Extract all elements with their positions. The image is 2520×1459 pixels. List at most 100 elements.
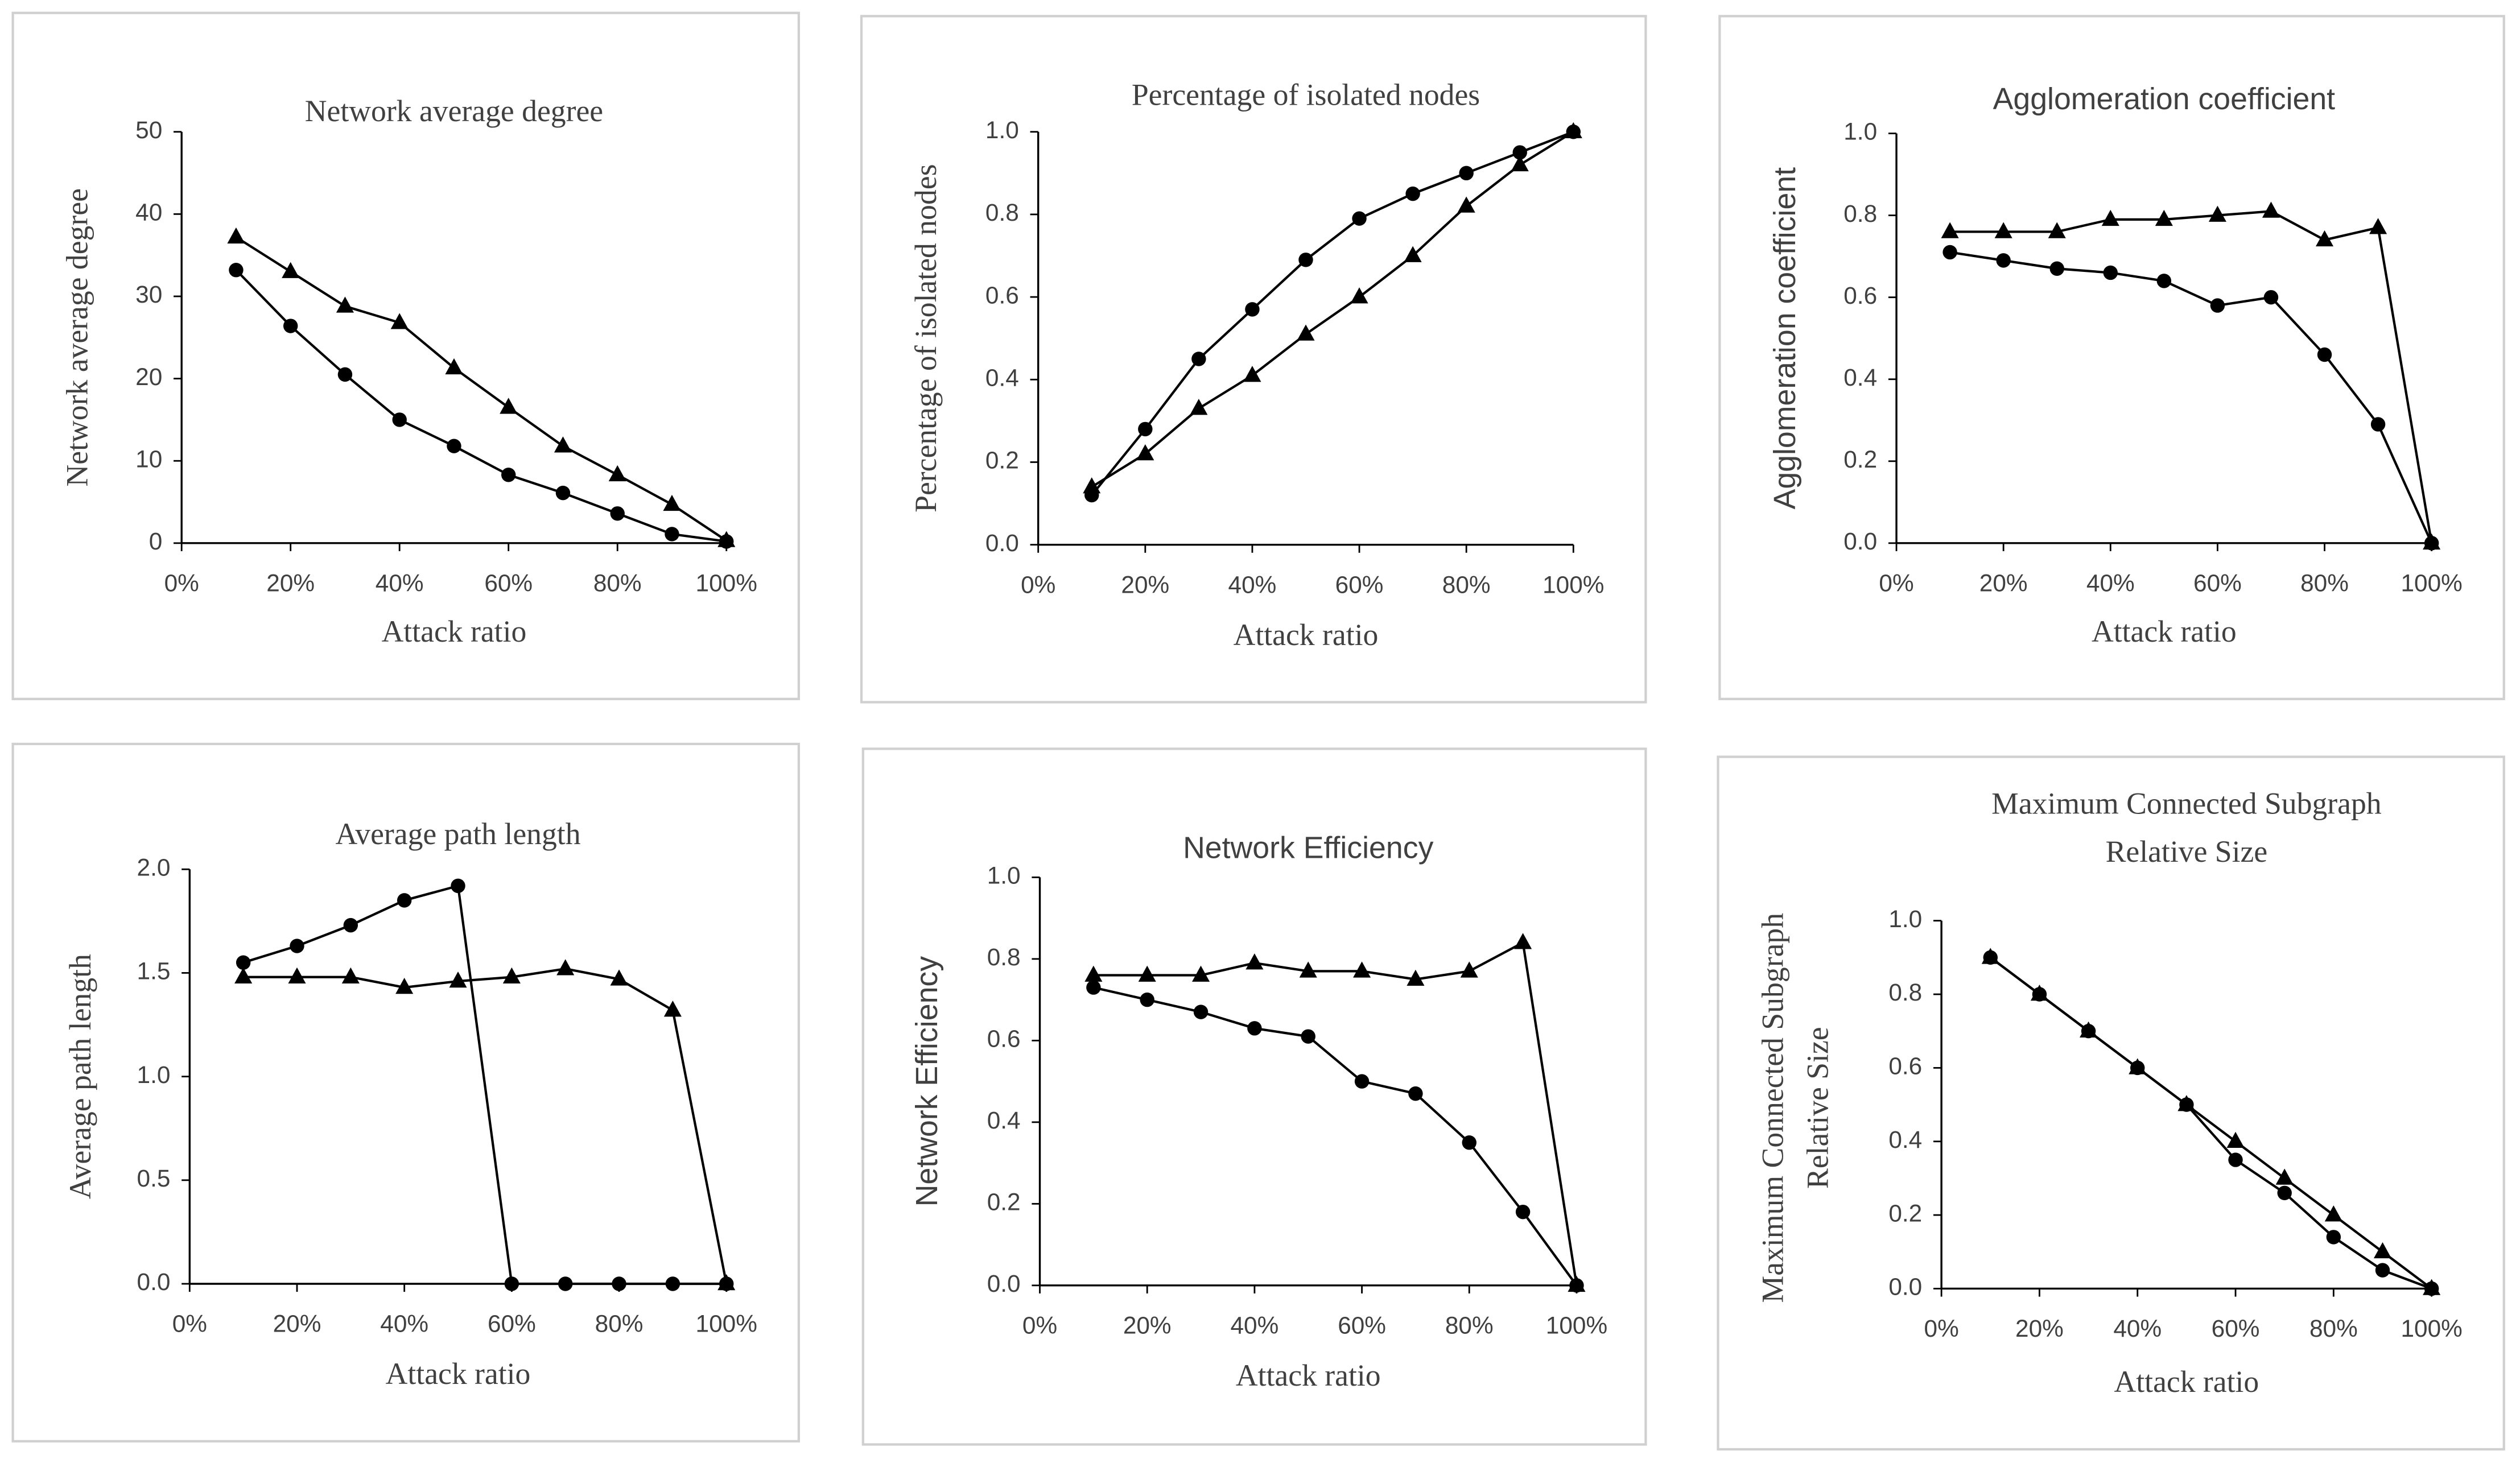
marker-circle xyxy=(1515,1204,1531,1220)
series-line xyxy=(1950,210,2433,544)
x-tick-label: 40% xyxy=(1228,571,1277,598)
y-tick-label: 0.4 xyxy=(1843,364,1877,391)
chart-title: Agglomeration coefficient xyxy=(1993,82,2336,116)
y-tick-label: 0.8 xyxy=(1888,979,1922,1006)
chart-title: Maximum Connected Subgraph xyxy=(1991,786,2382,820)
x-tick-label: 80% xyxy=(2309,1315,2358,1342)
marker-triangle xyxy=(445,358,463,375)
marker-circle xyxy=(397,893,412,908)
y-tick-label: 0.8 xyxy=(987,944,1021,970)
marker-circle xyxy=(1983,950,1998,965)
y-tick-label: 0.5 xyxy=(137,1165,171,1192)
y-tick-label: 10 xyxy=(135,445,162,472)
x-tick-label: 60% xyxy=(484,569,533,596)
marker-circle xyxy=(2277,1185,2292,1200)
y-tick-label: 1.0 xyxy=(137,1061,171,1088)
marker-triangle xyxy=(2275,1168,2294,1185)
x-axis-label: Attack ratio xyxy=(2114,1365,2259,1399)
marker-circle xyxy=(2081,1023,2096,1039)
marker-circle xyxy=(1352,211,1367,226)
marker-triangle xyxy=(663,1001,682,1017)
chart-panel: Maximum Connected Subgraph Relative Size A… xyxy=(1717,755,2505,1451)
y-tick-label: 0.0 xyxy=(987,1270,1021,1297)
panel-border xyxy=(11,11,800,700)
x-tick-label: 100% xyxy=(1542,571,1604,598)
marker-triangle xyxy=(1460,961,1478,978)
y-tick-label: 0.2 xyxy=(1843,446,1877,473)
marker-triangle xyxy=(608,465,626,482)
marker-triangle xyxy=(288,967,306,984)
marker-triangle xyxy=(1941,222,1959,238)
marker-circle xyxy=(1462,1135,1476,1150)
x-tick-label: 40% xyxy=(380,1311,428,1337)
y-tick-label: 20 xyxy=(135,363,162,390)
chart-panel: Average path length Attack ratio Average p… xyxy=(11,742,800,1443)
x-tick-label: 100% xyxy=(2401,1315,2462,1342)
marker-triangle xyxy=(1564,122,1582,139)
marker-triangle xyxy=(1190,399,1208,415)
marker-triangle xyxy=(500,398,518,414)
marker-circle xyxy=(555,485,571,501)
marker-circle xyxy=(2156,274,2172,288)
y-axis-label: Relative Size xyxy=(1801,1027,1835,1189)
marker-circle xyxy=(504,1276,519,1291)
marker-circle xyxy=(1354,1074,1370,1089)
y-tick-label: 1.0 xyxy=(1888,906,1922,932)
marker-triangle xyxy=(390,313,409,329)
marker-circle xyxy=(447,439,461,453)
marker-circle xyxy=(451,878,465,894)
marker-triangle xyxy=(2226,1131,2245,1148)
marker-triangle xyxy=(395,977,414,994)
x-axis-label: Attack ratio xyxy=(2092,614,2237,648)
marker-circle xyxy=(1301,1029,1315,1044)
x-tick-label: 20% xyxy=(1123,1312,1172,1338)
marker-circle xyxy=(2317,347,2332,362)
x-tick-label: 100% xyxy=(1546,1312,1607,1338)
y-tick-label: 0.6 xyxy=(1843,282,1877,309)
y-tick-label: 0.4 xyxy=(1888,1126,1922,1153)
y-tick-label: 0.4 xyxy=(987,1107,1021,1134)
marker-circle xyxy=(665,527,679,542)
marker-circle xyxy=(1942,245,1957,260)
marker-triangle xyxy=(556,959,575,976)
y-tick-label: 0.2 xyxy=(987,1189,1021,1216)
marker-circle xyxy=(1193,1005,1209,1019)
y-tick-label: 1.0 xyxy=(987,862,1021,889)
marker-triangle xyxy=(341,967,360,984)
chart-panel: Network average degree Attack ratio Networ… xyxy=(11,11,800,700)
chart-title: Network Efficiency xyxy=(1183,831,1434,865)
x-tick-label: 80% xyxy=(595,1311,644,1337)
marker-circle xyxy=(2049,261,2064,276)
y-tick-label: 1.0 xyxy=(985,117,1019,143)
marker-circle xyxy=(610,506,625,521)
y-tick-label: 40 xyxy=(135,199,162,226)
marker-circle xyxy=(1140,992,1154,1007)
series-line xyxy=(243,967,728,1284)
y-tick-label: 0.0 xyxy=(137,1268,171,1295)
x-tick-label: 40% xyxy=(2113,1315,2162,1342)
x-tick-label: 60% xyxy=(1338,1312,1386,1338)
marker-circle xyxy=(2103,265,2118,280)
marker-triangle xyxy=(610,969,628,986)
y-tick-label: 0.0 xyxy=(1843,528,1877,555)
series-line xyxy=(1949,251,2433,544)
x-tick-label: 80% xyxy=(1445,1312,1494,1338)
x-tick-label: 20% xyxy=(1121,571,1169,598)
marker-triangle xyxy=(1245,953,1264,970)
y-tick-label: 0.2 xyxy=(1888,1200,1922,1226)
y-tick-label: 0.6 xyxy=(987,1026,1021,1052)
marker-circle xyxy=(2424,1281,2439,1296)
marker-circle xyxy=(501,468,516,482)
chart-panel: Agglomeration coefficient Attack ratio Agg… xyxy=(1718,15,2505,700)
chart-panel: Network Efficiency Attack ratio Network Ef… xyxy=(861,747,1647,1446)
x-tick-label: 100% xyxy=(2401,569,2462,596)
chart-title: Percentage of isolated nodes xyxy=(1132,78,1480,112)
x-axis-label: Attack ratio xyxy=(1234,618,1379,652)
marker-circle xyxy=(558,1276,573,1291)
marker-circle xyxy=(1247,1021,1262,1036)
panel-border xyxy=(1717,755,2505,1451)
marker-circle xyxy=(1086,980,1101,995)
marker-triangle xyxy=(1138,965,1156,982)
chart-title: Relative Size xyxy=(2106,834,2268,869)
x-tick-label: 40% xyxy=(1231,1312,1279,1338)
